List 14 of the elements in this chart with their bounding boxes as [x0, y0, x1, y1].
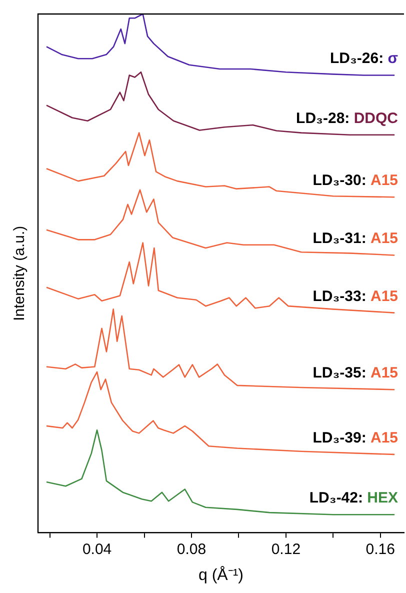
series-label: LD₃-31: A15 — [312, 230, 398, 248]
series-label: LD₃-35: A15 — [312, 364, 398, 382]
series-label: LD₃-42: HEX — [309, 490, 398, 507]
series-label: LD₃-39: A15 — [312, 429, 398, 446]
y-axis-title: Intensity (a.u.) — [11, 226, 28, 321]
x-axis-title: q (Å⁻¹) — [198, 566, 244, 584]
x-tick-label: 0.16 — [366, 540, 395, 558]
x-tick-label: 0.08 — [176, 540, 206, 558]
x-tick-label: 0.04 — [82, 540, 112, 558]
series-label: LD₃-33: A15 — [312, 288, 398, 305]
x-tick-label: 0.12 — [271, 540, 301, 558]
series-label: LD₃-30: A15 — [312, 172, 398, 190]
series-label: LD₃-26: σ — [330, 50, 398, 68]
series-label: LD₃-28: DDQC — [296, 110, 398, 127]
